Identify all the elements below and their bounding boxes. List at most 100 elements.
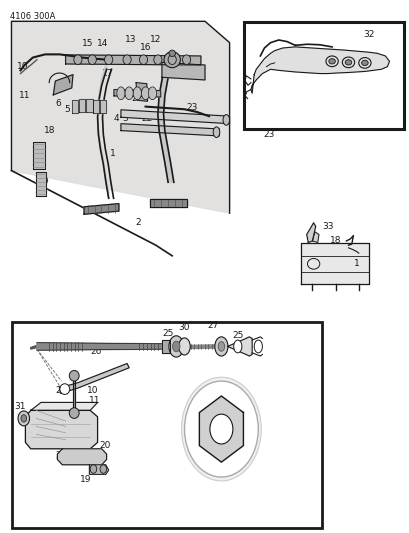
Polygon shape	[149, 199, 186, 207]
Text: 6: 6	[55, 100, 61, 108]
Text: 14: 14	[97, 39, 108, 48]
Text: 24: 24	[131, 94, 143, 103]
Text: 12: 12	[150, 36, 161, 44]
Polygon shape	[57, 449, 106, 465]
Text: 20: 20	[99, 441, 110, 449]
Ellipse shape	[213, 127, 219, 138]
Text: 25: 25	[162, 329, 173, 337]
Ellipse shape	[148, 87, 156, 100]
Polygon shape	[306, 223, 315, 243]
Ellipse shape	[178, 338, 190, 355]
Polygon shape	[301, 243, 368, 284]
Polygon shape	[73, 376, 75, 411]
Ellipse shape	[328, 59, 335, 64]
Ellipse shape	[100, 465, 106, 473]
Text: 11: 11	[89, 397, 101, 405]
Polygon shape	[33, 142, 45, 169]
Polygon shape	[53, 75, 73, 95]
Text: 15: 15	[82, 39, 94, 48]
Ellipse shape	[117, 87, 125, 100]
Polygon shape	[31, 345, 37, 349]
Ellipse shape	[60, 384, 70, 394]
Polygon shape	[199, 396, 243, 462]
Text: 23: 23	[186, 103, 197, 112]
Text: 4: 4	[77, 102, 83, 111]
Ellipse shape	[214, 337, 227, 356]
Ellipse shape	[218, 342, 224, 351]
Ellipse shape	[104, 55, 112, 64]
Text: 28: 28	[55, 451, 66, 460]
Ellipse shape	[254, 340, 262, 353]
Ellipse shape	[164, 52, 180, 68]
Text: 5: 5	[65, 105, 70, 114]
Polygon shape	[121, 110, 229, 124]
Polygon shape	[84, 204, 119, 214]
Text: 18: 18	[330, 237, 341, 245]
Text: 23: 23	[262, 130, 274, 139]
Text: 11: 11	[19, 92, 30, 100]
Ellipse shape	[21, 415, 27, 422]
Text: 4106 300A: 4106 300A	[10, 12, 56, 21]
Ellipse shape	[172, 341, 180, 352]
Polygon shape	[136, 83, 147, 101]
Polygon shape	[72, 100, 78, 113]
Ellipse shape	[18, 411, 29, 426]
Ellipse shape	[222, 115, 229, 125]
Bar	[12, 322, 321, 528]
Text: 18: 18	[174, 60, 186, 68]
Text: 13: 13	[125, 36, 137, 44]
Ellipse shape	[69, 370, 79, 381]
Ellipse shape	[90, 465, 97, 473]
Polygon shape	[65, 55, 200, 65]
Text: 31: 31	[14, 402, 25, 410]
Ellipse shape	[133, 87, 141, 100]
Text: 8: 8	[35, 152, 41, 161]
Polygon shape	[97, 63, 108, 198]
Text: 18: 18	[44, 126, 56, 135]
Polygon shape	[250, 47, 389, 93]
Ellipse shape	[182, 55, 190, 64]
Polygon shape	[59, 364, 129, 393]
Text: 32: 32	[362, 30, 374, 39]
Polygon shape	[121, 124, 219, 136]
Ellipse shape	[181, 377, 261, 481]
Text: 17: 17	[101, 69, 113, 78]
Polygon shape	[157, 70, 173, 182]
Polygon shape	[114, 90, 160, 97]
Ellipse shape	[141, 87, 149, 100]
Text: 16: 16	[139, 44, 151, 52]
Polygon shape	[99, 100, 106, 113]
Text: 27: 27	[207, 321, 218, 329]
Text: 25: 25	[231, 332, 243, 340]
Text: 19: 19	[80, 475, 92, 484]
Text: 29: 29	[207, 430, 218, 439]
Ellipse shape	[344, 60, 351, 65]
Polygon shape	[79, 99, 85, 112]
Ellipse shape	[125, 87, 133, 100]
Text: 22: 22	[141, 114, 152, 123]
Polygon shape	[36, 172, 46, 196]
Ellipse shape	[88, 55, 96, 64]
Text: 2: 2	[135, 219, 141, 227]
Polygon shape	[86, 99, 92, 112]
Ellipse shape	[169, 50, 175, 56]
Polygon shape	[189, 345, 217, 349]
Polygon shape	[37, 343, 162, 350]
Ellipse shape	[168, 55, 176, 64]
Ellipse shape	[361, 60, 367, 66]
Ellipse shape	[69, 408, 79, 418]
Polygon shape	[31, 402, 97, 410]
Polygon shape	[162, 62, 204, 80]
Polygon shape	[227, 337, 252, 356]
Ellipse shape	[184, 381, 258, 477]
Ellipse shape	[209, 414, 232, 444]
Text: 3: 3	[122, 114, 128, 123]
Text: 1: 1	[110, 149, 115, 158]
Ellipse shape	[139, 55, 147, 64]
Text: 7: 7	[58, 81, 64, 90]
Polygon shape	[93, 100, 99, 113]
Ellipse shape	[233, 340, 241, 353]
Text: 30: 30	[178, 324, 190, 332]
Text: 4: 4	[113, 114, 119, 123]
Polygon shape	[89, 465, 108, 474]
